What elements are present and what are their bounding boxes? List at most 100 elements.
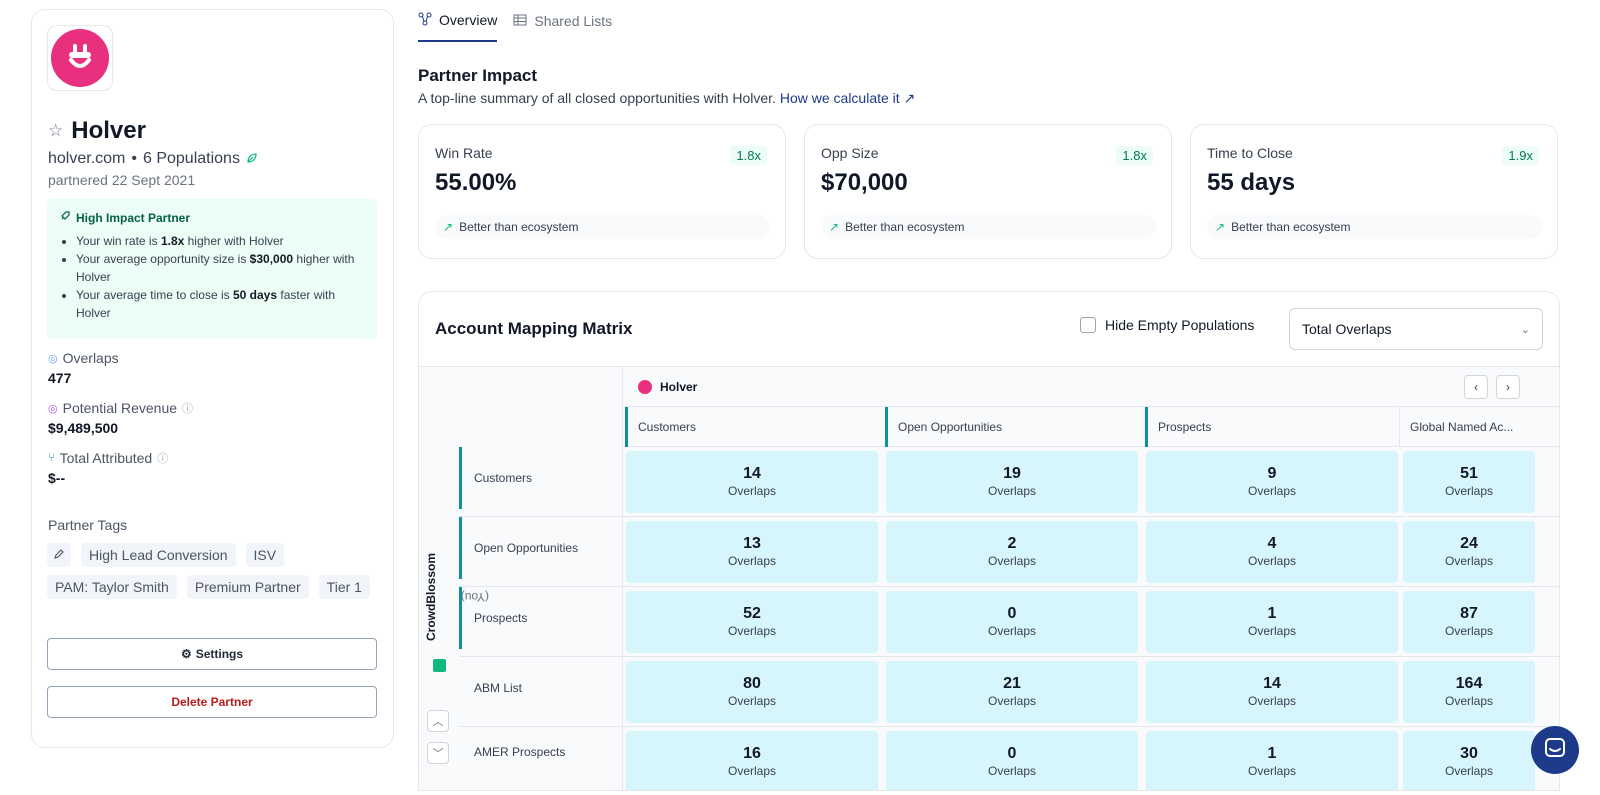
- matrix-cell[interactable]: 0 Overlaps: [886, 731, 1138, 790]
- high-impact-box: High Impact Partner Your win rate is 1.8…: [47, 198, 377, 339]
- chat-launcher-button[interactable]: [1531, 726, 1579, 774]
- potential-revenue-value: $9,489,500: [48, 420, 119, 436]
- scroll-left-button[interactable]: ‹: [1464, 375, 1488, 399]
- matrix-cell[interactable]: 16 Overlaps: [626, 731, 878, 790]
- tag-tier-1: Tier 1: [318, 575, 370, 599]
- chat-icon: [1543, 736, 1567, 765]
- matrix-cell[interactable]: 13 Overlaps: [626, 521, 878, 583]
- multiplier-badge: 1.8x: [1116, 146, 1153, 165]
- account-mapping-matrix: Account Mapping Matrix Hide Empty Popula…: [418, 291, 1560, 791]
- better-than-ecosystem: ↗ Better than ecosystem: [821, 215, 1156, 239]
- settings-button[interactable]: ⚙ Settings: [47, 638, 377, 670]
- matrix-cell[interactable]: 51 Overlaps: [1403, 451, 1535, 513]
- tab-bar: Overview Shared Lists: [418, 0, 612, 44]
- trend-up-icon: ↗: [443, 220, 454, 234]
- matrix-cell[interactable]: 24 Overlaps: [1403, 521, 1535, 583]
- partnered-date: partnered 22 Sept 2021: [48, 172, 196, 188]
- matrix-cell[interactable]: 80 Overlaps: [626, 661, 878, 723]
- win-rate-value: 55.00%: [435, 169, 517, 196]
- overlaps-value: 477: [48, 370, 72, 386]
- matrix-cell[interactable]: 9 Overlaps: [1146, 451, 1398, 513]
- row-header: Customers: [459, 447, 618, 509]
- nodes-icon: [418, 12, 432, 29]
- partner-name-row: ☆ Holver: [48, 117, 146, 145]
- column-headers: [622, 407, 1559, 447]
- tag-pam: PAM: Taylor Smith: [47, 575, 177, 599]
- matrix-cell[interactable]: 14 Overlaps: [1146, 661, 1398, 723]
- partner-impact-subtitle: A top-line summary of all closed opportu…: [418, 90, 916, 106]
- gear-icon: ⚙: [180, 647, 192, 661]
- multiplier-badge: 1.9x: [1502, 146, 1539, 165]
- scroll-up-button[interactable]: ︿: [427, 710, 449, 732]
- partner-logo: [47, 25, 113, 91]
- pencil-icon[interactable]: [47, 543, 71, 567]
- matrix-cell[interactable]: 19 Overlaps: [886, 451, 1138, 513]
- potential-revenue-metric: ◎ Potential Revenue ⓘ $9,489,500: [48, 400, 194, 436]
- plug-logo-icon: [51, 29, 109, 87]
- tab-overview[interactable]: Overview: [418, 0, 498, 42]
- opp-size-card: Opp Size $70,000 1.8x ↗ Better than ecosy…: [804, 124, 1172, 259]
- attribution-icon: ⑂: [48, 452, 55, 464]
- trend-up-icon: ↗: [1215, 220, 1226, 234]
- partner-domain-row: holver.com • 6 Populations: [48, 150, 258, 168]
- hide-empty-checkbox[interactable]: [1080, 317, 1096, 333]
- matrix-cell[interactable]: 30 Overlaps: [1403, 731, 1535, 790]
- list-item: Your average opportunity size is $30,000…: [76, 250, 365, 286]
- separator-dot: •: [131, 150, 137, 167]
- target-icon: ◎: [48, 402, 58, 415]
- time-to-close-value: 55 days: [1207, 169, 1296, 196]
- partner-domain: holver.com: [48, 150, 126, 167]
- column-header: Open Opportunities: [885, 407, 1141, 447]
- partner-impact-title: Partner Impact: [418, 66, 538, 85]
- better-than-ecosystem: ↗ Better than ecosystem: [1207, 215, 1542, 239]
- matrix-cell[interactable]: 52 Overlaps: [626, 591, 878, 653]
- row-header: AMER Prospects: [474, 745, 566, 759]
- column-header: Prospects: [1145, 407, 1397, 447]
- how-we-calculate-link[interactable]: How we calculate it ↗: [779, 90, 916, 106]
- column-header: Customers: [625, 407, 881, 447]
- overlap-metric-select[interactable]: Total Overlaps ⌄: [1289, 308, 1543, 350]
- partner-name: Holver: [71, 117, 146, 144]
- total-attributed-metric: ⑂ Total Attributed ⓘ $--: [48, 450, 169, 486]
- opp-size-value: $70,000: [821, 169, 908, 196]
- tag-isv: ISV: [245, 543, 285, 567]
- matrix-cell[interactable]: 0 Overlaps: [886, 591, 1138, 653]
- row-header: Prospects: [459, 587, 618, 649]
- total-attributed-value: $--: [48, 470, 66, 486]
- row-header: ABM List: [474, 681, 523, 695]
- tag-premium-partner: Premium Partner: [186, 575, 309, 599]
- scroll-down-button[interactable]: ﹀: [427, 742, 449, 764]
- overlaps-metric: ◎ Overlaps 477: [48, 350, 119, 386]
- matrix-cell[interactable]: 14 Overlaps: [626, 451, 878, 513]
- time-to-close-card: Time to Close 55 days 1.9x ↗ Better than …: [1190, 124, 1558, 259]
- list-item: Your win rate is 1.8x higher with Holver: [76, 232, 365, 250]
- matrix-cell[interactable]: 87 Overlaps: [1403, 591, 1535, 653]
- partner-column-header: Holver: [622, 367, 1559, 407]
- tab-shared-lists[interactable]: Shared Lists: [513, 0, 612, 42]
- scroll-right-button[interactable]: ›: [1496, 375, 1520, 399]
- info-icon[interactable]: ⓘ: [182, 403, 194, 415]
- matrix-cell[interactable]: 21 Overlaps: [886, 661, 1138, 723]
- matrix-grid: Holver ‹ › Customers Open Opportunities …: [419, 366, 1559, 790]
- multiplier-badge: 1.8x: [730, 146, 767, 165]
- matrix-cell[interactable]: 1 Overlaps: [1146, 731, 1398, 790]
- star-icon[interactable]: ☆: [48, 121, 64, 140]
- list-item: Your average time to close is 50 days fa…: [76, 286, 365, 322]
- partner-populations: 6 Populations: [142, 150, 240, 167]
- matrix-title: Account Mapping Matrix: [435, 319, 633, 338]
- impact-list: Your win rate is 1.8x higher with Holver…: [59, 232, 365, 322]
- overlap-icon: ◎: [48, 352, 58, 365]
- matrix-cell[interactable]: 2 Overlaps: [886, 521, 1138, 583]
- partner-tags: High Lead Conversion ISV PAM: Taylor Smi…: [47, 543, 377, 599]
- chevron-down-icon: ⌄: [1520, 323, 1530, 336]
- delete-partner-button[interactable]: Delete Partner: [47, 686, 377, 718]
- crowdblossom-logo-icon: [433, 659, 446, 672]
- matrix-cell[interactable]: 164 Overlaps: [1403, 661, 1535, 723]
- hide-empty-populations-toggle[interactable]: Hide Empty Populations: [1080, 317, 1254, 333]
- matrix-cell[interactable]: 4 Overlaps: [1146, 521, 1398, 583]
- holver-mini-logo: [638, 379, 652, 394]
- info-icon[interactable]: ⓘ: [157, 453, 169, 465]
- matrix-cell[interactable]: 1 Overlaps: [1146, 591, 1398, 653]
- column-header: Global Named Ac...: [1399, 407, 1559, 447]
